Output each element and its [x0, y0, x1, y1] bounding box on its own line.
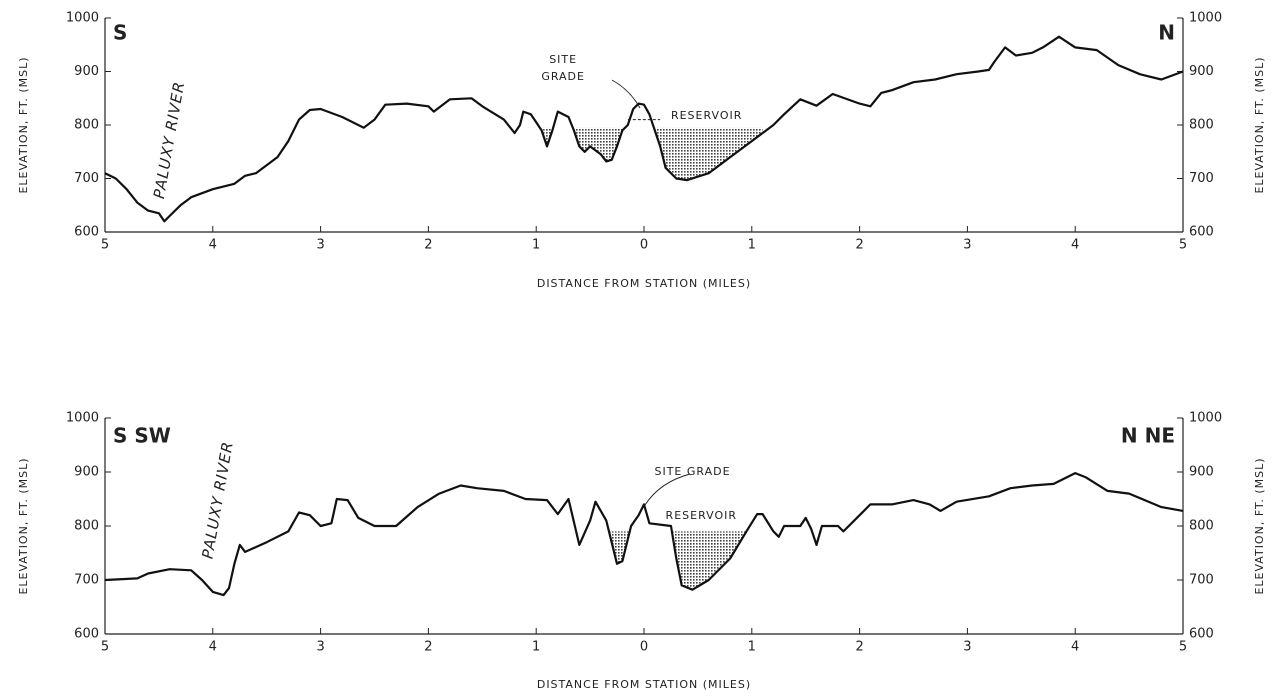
- y2-tick-label: 900: [1189, 64, 1214, 79]
- site-grade-arrow: [611, 79, 641, 109]
- x-tick-label: 1: [532, 640, 540, 655]
- x-axis-label: DISTANCE FROM STATION (MILES): [537, 678, 751, 691]
- x-tick-label: 5: [101, 238, 109, 253]
- reservoir-label: RESERVOIR: [666, 509, 737, 522]
- y2-axis-label: ELEVATION, FT. (MSL): [1253, 56, 1266, 193]
- chart-panel: 600 700 800 900 1000 600 700 800 900 1000 5 4 3 2 1 0 1 2…: [17, 11, 1266, 291]
- x-tick-label: 4: [209, 238, 217, 253]
- direction-left: S SW: [113, 424, 171, 448]
- y-tick-label: 800: [74, 519, 99, 534]
- x-tick-label: 2: [424, 238, 432, 253]
- x-axis-label: DISTANCE FROM STATION (MILES): [537, 277, 751, 290]
- x-tick-label: 1: [748, 238, 756, 253]
- direction-right: N: [1158, 21, 1175, 45]
- x-tick-label: 4: [209, 640, 217, 655]
- river-label: PALUXY RIVER: [198, 440, 236, 560]
- y-axis-label: ELEVATION, FT. (MSL): [17, 56, 30, 193]
- y-tick-label: 600: [74, 627, 99, 642]
- y-tick-label: 900: [74, 64, 99, 79]
- site-grade-label: SITE GRADE: [654, 465, 730, 478]
- chart-panel: 600 700 800 900 1000 600 700 800 900 1000 5 4 3 2 1 0 1 2…: [17, 411, 1266, 692]
- y-tick-label: 700: [74, 573, 99, 588]
- y2-tick-label: 800: [1189, 519, 1214, 534]
- y-tick-label: 700: [74, 171, 99, 186]
- reservoir-label: RESERVOIR: [671, 109, 742, 122]
- x-tick-label: 3: [963, 238, 971, 253]
- elevation-profile: [104, 35, 1184, 223]
- x-tick-label: 0: [640, 238, 648, 253]
- x-tick-label: 2: [855, 640, 863, 655]
- y2-tick-label: 900: [1189, 465, 1214, 480]
- y2-tick-label: 800: [1189, 118, 1214, 133]
- site-grade-label: GRADE: [541, 70, 585, 83]
- reservoir-area: [541, 127, 763, 222]
- site-grade-label: SITE: [549, 53, 577, 66]
- y2-tick-label: 1000: [1189, 411, 1222, 426]
- y-tick-label: 900: [74, 465, 99, 480]
- x-tick-label: 4: [1071, 238, 1079, 253]
- reservoir-area: [606, 531, 747, 596]
- y-tick-label: 1000: [66, 11, 99, 26]
- y2-axis-label: ELEVATION, FT. (MSL): [1253, 457, 1266, 594]
- x-tick-label: 2: [424, 640, 432, 655]
- y2-tick-label: 700: [1189, 171, 1214, 186]
- y-tick-label: 800: [74, 118, 99, 133]
- x-tick-label: 0: [640, 640, 648, 655]
- y-axis-label: ELEVATION, FT. (MSL): [17, 457, 30, 594]
- x-tick-label: 5: [1179, 640, 1187, 655]
- site-grade-arrow: [644, 473, 691, 506]
- y2-tick-label: 600: [1189, 225, 1214, 240]
- y-tick-label: 600: [74, 225, 99, 240]
- direction-right: N NE: [1121, 424, 1175, 448]
- y2-tick-label: 1000: [1189, 11, 1222, 26]
- x-tick-label: 3: [963, 640, 971, 655]
- x-tick-label: 1: [748, 640, 756, 655]
- x-tick-label: 3: [316, 238, 324, 253]
- river-label: PALUXY RIVER: [150, 80, 188, 200]
- elevation-profile: [104, 472, 1184, 597]
- x-tick-label: 4: [1071, 640, 1079, 655]
- x-tick-label: 2: [855, 238, 863, 253]
- x-tick-label: 1: [532, 238, 540, 253]
- y2-tick-label: 700: [1189, 573, 1214, 588]
- y2-tick-label: 600: [1189, 627, 1214, 642]
- y-tick-label: 1000: [66, 411, 99, 426]
- x-tick-label: 5: [101, 640, 109, 655]
- x-tick-label: 5: [1179, 238, 1187, 253]
- direction-left: S: [113, 21, 127, 45]
- x-tick-label: 3: [316, 640, 324, 655]
